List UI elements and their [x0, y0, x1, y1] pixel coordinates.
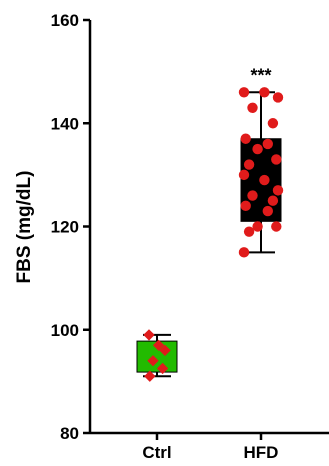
data-point	[259, 87, 270, 98]
data-points	[143, 87, 284, 382]
data-point	[259, 174, 270, 186]
y-tick-label: 160	[51, 11, 79, 30]
data-point	[238, 87, 250, 98]
data-point	[262, 138, 273, 150]
y-tick-label: 120	[51, 218, 79, 237]
data-point	[159, 344, 171, 357]
data-point	[267, 195, 279, 206]
iqr-box	[136, 340, 178, 373]
data-point	[243, 226, 255, 237]
category-label: HFD	[244, 443, 279, 462]
data-point	[156, 362, 169, 375]
data-point	[152, 339, 165, 351]
data-point	[271, 221, 282, 232]
y-tick-label: 140	[51, 114, 79, 133]
category-label: Ctrl	[142, 443, 171, 462]
data-point	[272, 185, 284, 196]
data-point	[247, 190, 258, 201]
y-axis-title: FBS (mg/dL)	[14, 171, 35, 284]
data-point	[252, 221, 263, 232]
labels: Ctrl HFD ***	[142, 65, 278, 462]
axes: 80 100 120 140 160	[51, 11, 329, 443]
data-point	[267, 118, 279, 129]
y-tick-label: 80	[60, 424, 79, 443]
data-point	[143, 329, 155, 341]
data-point	[144, 370, 156, 382]
data-point	[252, 143, 263, 155]
data-point	[238, 247, 250, 258]
data-point	[247, 102, 258, 113]
data-point	[240, 200, 251, 212]
data-point	[147, 355, 159, 367]
box-ctrl	[136, 333, 178, 378]
y-tick-label: 100	[51, 321, 79, 340]
data-point	[243, 159, 255, 170]
data-point	[240, 133, 251, 144]
data-point	[272, 92, 284, 103]
data-point	[271, 154, 282, 165]
data-point	[238, 169, 250, 181]
significance-annotation: ***	[250, 65, 271, 85]
boxes	[136, 91, 282, 378]
data-point	[262, 205, 273, 217]
